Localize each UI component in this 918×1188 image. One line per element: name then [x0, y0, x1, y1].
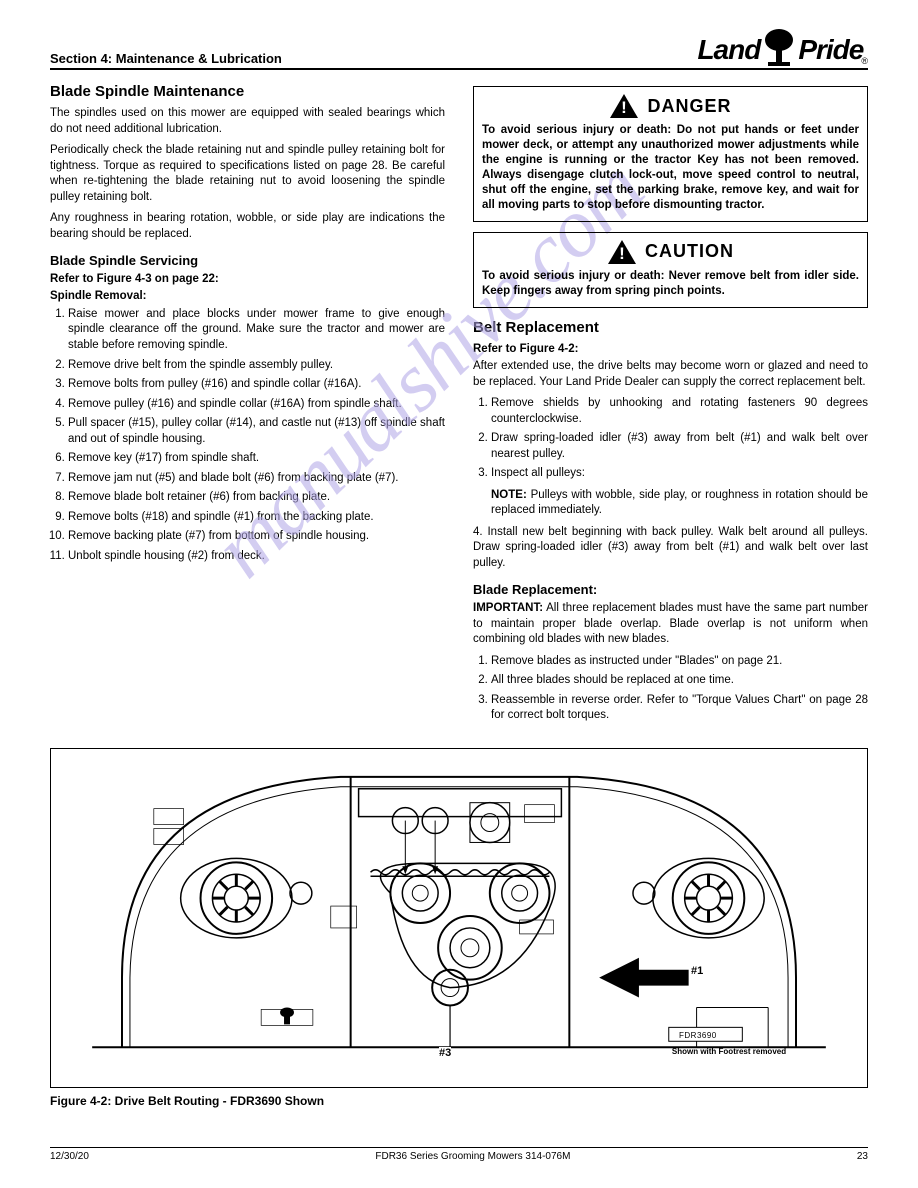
footer-date: 12/30/20 — [50, 1151, 89, 1162]
page-header: Section 4: Maintenance & Lubrication Lan… — [50, 28, 868, 70]
callout-1: #1 — [691, 965, 703, 977]
step: Remove blade bolt retainer (#6) from bac… — [68, 490, 445, 506]
model-plate: FDR3690 — [679, 1031, 717, 1040]
footrest-label: Shown with Footrest removed — [669, 1047, 789, 1056]
warning-triangle-icon: ! — [609, 93, 639, 119]
step: Remove bolts from pulley (#16) and spind… — [68, 377, 445, 393]
tree-icon — [762, 28, 796, 66]
logo-pride: Pride — [798, 34, 863, 66]
step: All three blades should be replaced at o… — [491, 673, 868, 689]
danger-text: To avoid serious injury or death: Do not… — [482, 123, 859, 213]
step: Remove jam nut (#5) and blade bolt (#6) … — [68, 471, 445, 487]
caution-box: ! CAUTION To avoid serious injury or dea… — [473, 232, 868, 308]
step: Remove shields by unhooking and rotating… — [491, 396, 868, 427]
h3-blade-replacement: Blade Replacement: — [473, 581, 868, 599]
step: Draw spring-loaded idler (#3) away from … — [491, 431, 868, 462]
step: Unbolt spindle housing (#2) from deck. — [68, 549, 445, 565]
important-note: IMPORTANT: All three replacement blades … — [473, 601, 868, 648]
para: The spindles used on this mower are equi… — [50, 106, 445, 137]
mower-diagram — [51, 749, 867, 1087]
spindle-removal-steps: Raise mower and place blocks under mower… — [50, 307, 445, 564]
logo-land: Land — [697, 34, 760, 66]
step: Remove pulley (#16) and spindle collar (… — [68, 397, 445, 413]
logo-registered: ® — [861, 56, 868, 66]
note: NOTE: Pulleys with wobble, side play, or… — [473, 488, 868, 519]
figure-caption: Figure 4-2: Drive Belt Routing - FDR3690… — [50, 1094, 868, 1108]
note-label: NOTE: — [491, 489, 527, 501]
svg-text:!: ! — [622, 98, 628, 117]
step: Remove backing plate (#7) from bottom of… — [68, 529, 445, 545]
danger-title: DANGER — [647, 94, 731, 118]
step: Inspect all pulleys: — [491, 466, 868, 482]
ref-line: Refer to Figure 4-3 on page 22: — [50, 272, 445, 288]
danger-box: ! DANGER To avoid serious injury or deat… — [473, 86, 868, 222]
step: Pull spacer (#15), pulley collar (#14), … — [68, 416, 445, 447]
figure-4-2: #1 #3 Shown with Footrest removed FDR369… — [50, 748, 868, 1108]
h3-spindle-servicing: Blade Spindle Servicing — [50, 252, 445, 270]
diagram-box: #1 #3 Shown with Footrest removed FDR369… — [50, 748, 868, 1088]
caution-title: CAUTION — [645, 239, 734, 263]
step: Raise mower and place blocks under mower… — [68, 307, 445, 354]
important-label: IMPORTANT: — [473, 602, 543, 614]
footer-page: 23 — [857, 1151, 868, 1162]
para: After extended use, the drive belts may … — [473, 359, 868, 390]
warning-triangle-icon: ! — [607, 239, 637, 265]
para: Any roughness in bearing rotation, wobbl… — [50, 211, 445, 242]
brand-logo: Land Pride ® — [697, 28, 868, 66]
step: Remove blades as instructed under "Blade… — [491, 654, 868, 670]
left-column: Blade Spindle Maintenance The spindles u… — [50, 82, 445, 730]
belt-steps: Remove shields by unhooking and rotating… — [473, 396, 868, 482]
svg-text:!: ! — [619, 244, 625, 263]
step: Remove drive belt from the spindle assem… — [68, 358, 445, 374]
note-text: Pulleys with wobble, side play, or rough… — [491, 489, 868, 517]
step: Remove bolts (#18) and spindle (#1) from… — [68, 510, 445, 526]
page-footer: 12/30/20 FDR36 Series Grooming Mowers 31… — [50, 1147, 868, 1162]
callout-3: #3 — [439, 1047, 451, 1059]
h2-belt-replacement: Belt Replacement — [473, 318, 868, 338]
blade-replace-steps: Remove blades as instructed under "Blade… — [473, 654, 868, 724]
h2-blade-spindle-maint: Blade Spindle Maintenance — [50, 82, 445, 102]
step: Reassemble in reverse order. Refer to "T… — [491, 693, 868, 724]
subhead-removal: Spindle Removal: — [50, 289, 445, 305]
footer-title: FDR36 Series Grooming Mowers 314-076M — [375, 1151, 570, 1162]
ref-line: Refer to Figure 4-2: — [473, 342, 868, 358]
section-title: Section 4: Maintenance & Lubrication — [50, 51, 282, 66]
right-column: ! DANGER To avoid serious injury or deat… — [473, 82, 868, 730]
step-4: 4. Install new belt beginning with back … — [473, 525, 868, 572]
caution-text: To avoid serious injury or death: Never … — [482, 269, 859, 299]
step: Remove key (#17) from spindle shaft. — [68, 451, 445, 467]
para: Periodically check the blade retaining n… — [50, 143, 445, 205]
